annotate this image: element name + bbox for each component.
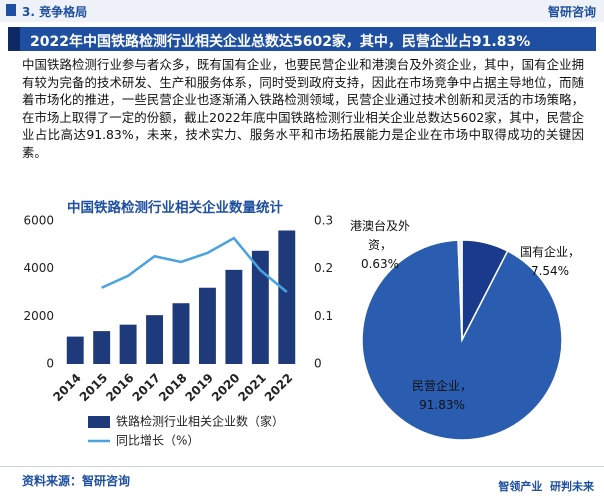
pie-chart-area: 国有企业， 7.54% 民营企业， 91.83% 港澳台及外资， 0.63% (340, 195, 604, 465)
slice-category: 港澳台及外资， (349, 219, 410, 252)
bar (146, 315, 164, 364)
x-tick-label: 2020 (209, 371, 243, 405)
section-icon (6, 4, 16, 16)
x-tick-label: 2014 (50, 371, 84, 405)
slice-label: 港澳台及外资， 0.63% (348, 217, 412, 274)
x-tick-label: 2018 (156, 371, 190, 405)
source: 资料来源：智研咨询 (22, 474, 131, 488)
brand: 智研咨询 (547, 5, 596, 19)
chart-title: 中国铁路检测行业相关企业数量统计 (67, 199, 283, 216)
pie-chart (361, 239, 563, 441)
pie-slice (361, 239, 563, 441)
pie-slice (457, 239, 463, 341)
bar (225, 269, 243, 364)
legend-label: 铁路检测行业相关企业数（家） (116, 414, 284, 429)
slice-label: 国有企业， 7.54% (518, 243, 582, 281)
y2-tick-label: 0.1 (314, 309, 333, 323)
x-tick-label: 2019 (183, 371, 217, 405)
bar (198, 287, 216, 364)
legend-label: 同比增长（%） (116, 434, 199, 448)
title-bar (8, 27, 596, 51)
y-tick-label: 4000 (23, 261, 54, 275)
bar (93, 331, 111, 364)
bar (66, 336, 84, 364)
y2-tick-label: 0.3 (314, 214, 333, 228)
x-tick-label: 2016 (103, 371, 137, 405)
footer-rule (0, 466, 604, 467)
slice-label: 民营企业， 91.83% (410, 377, 474, 415)
slice-value: 91.83% (419, 398, 465, 412)
section-title: 3. 竞争格局 (22, 5, 88, 19)
paragraph: 中国铁路检测行业参与者众多，既有国有企业，也要民营企业和港澳台及外资企业，其中，… (22, 57, 584, 160)
x-tick-label: 2017 (130, 371, 164, 405)
y-tick-label: 0 (46, 357, 54, 371)
bar (278, 230, 296, 364)
bar (251, 250, 269, 364)
legend-swatch (88, 416, 110, 428)
y-tick-label: 2000 (23, 309, 54, 323)
bar-chart: 中国铁路检测行业相关企业数量统计 0 2000 4000 6000 0 0.1 0.2 0.3 铁… (23, 199, 333, 448)
y2-tick-label: 0.2 (314, 261, 333, 275)
title-bar-accent (8, 27, 20, 51)
slice-value: 0.63% (360, 257, 400, 271)
line (101, 236, 288, 293)
footer-slogan: 智领产业 研判未来 (498, 480, 594, 493)
slice-value: 7.54% (530, 264, 570, 278)
bar (119, 324, 137, 364)
x-tick-label: 2022 (262, 371, 296, 405)
slice-category: 民营企业， (411, 379, 472, 393)
x-tick-label: 2021 (235, 371, 269, 405)
x-tick-label: 2015 (77, 371, 111, 405)
bar (172, 303, 190, 364)
y2-tick-label: 0 (314, 357, 322, 371)
y-tick-label: 6000 (23, 214, 54, 228)
page-title: 2022年中国铁路检测行业相关企业总数达5602家，其中，民营企业占91.83% (30, 34, 531, 50)
slice-category: 国有企业， (519, 245, 580, 259)
top-strip (0, 0, 604, 22)
